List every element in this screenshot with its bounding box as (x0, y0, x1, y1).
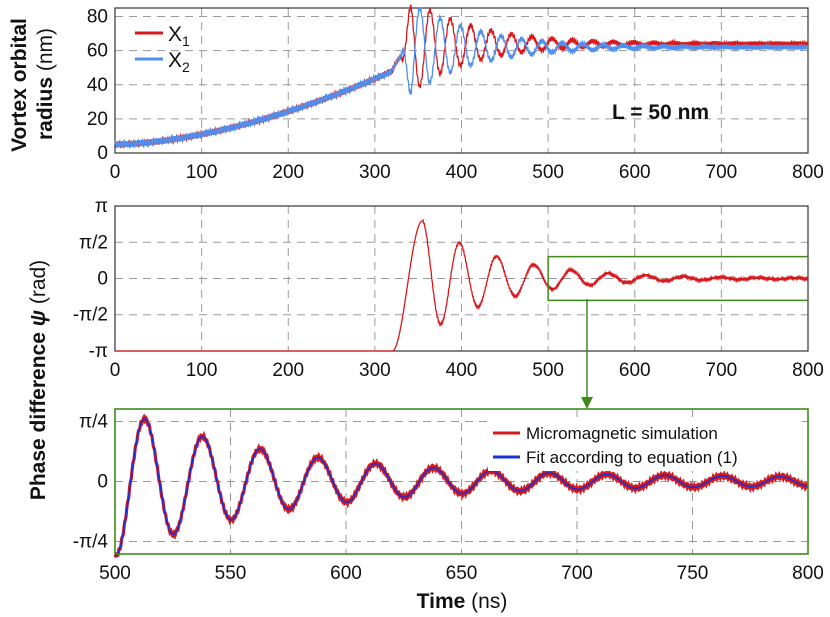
y-tick-label: π/4 (79, 412, 108, 433)
x-tick-label: 750 (677, 563, 709, 584)
x-tick-label: 700 (706, 360, 738, 381)
y-tick-label: 0 (97, 472, 108, 493)
legend-label-x1: X1 (168, 23, 190, 49)
p3-series-fit (114, 417, 809, 557)
p3-frame (114, 408, 809, 555)
x-tick-label: 200 (272, 360, 304, 381)
p3-y-tick-labels: π/4 0 -π/4 (73, 412, 109, 553)
x-tick-label: 100 (186, 360, 218, 381)
panel-zoom: 500 550 600 650 700 750 800 π/4 0 -π/4 Micromagn… (73, 408, 824, 613)
p2-y-tick-labels: π π/2 0 -π/2 -π (73, 196, 108, 362)
panel-phase-difference: 0 100 200 300 400 500 600 700 800 π π/2 0 -π/2 -π Ph… (27, 196, 824, 500)
x-tick-label: 300 (359, 360, 391, 381)
x-tick-label: 700 (561, 563, 593, 584)
y-tick-label: 20 (87, 109, 108, 130)
x-tick-label: 650 (446, 563, 478, 584)
p1-ylabel-line2: radius (nm) (34, 28, 57, 140)
zoom-box (547, 255, 808, 302)
x-tick-label: 800 (792, 162, 824, 183)
p3-x-tick-labels: 500 550 600 650 700 750 800 (99, 563, 824, 584)
panel-orbital-radius: 0 100 200 300 400 500 600 700 800 0 20 40 60 80 X1 X… (8, 4, 824, 183)
p1-series-x2 (114, 6, 809, 150)
p1-grid (115, 8, 808, 153)
x-tick-label: 600 (619, 162, 651, 183)
p1-y-tick-labels: 0 20 40 60 80 (87, 7, 108, 164)
y-tick-label: 40 (87, 75, 108, 96)
y-tick-label: -π/2 (73, 305, 108, 326)
y-tick-label: 60 (87, 41, 108, 62)
p1-frame (114, 7, 809, 154)
p3-xlabel: Time (ns) (417, 590, 508, 613)
x-tick-label: 800 (792, 563, 824, 584)
x-tick-label: 400 (446, 162, 478, 183)
y-tick-label: 0 (97, 269, 108, 290)
x-tick-label: 400 (446, 360, 478, 381)
y-tick-label: 0 (97, 143, 108, 164)
x-tick-label: 100 (186, 162, 218, 183)
x-tick-label: 600 (330, 563, 362, 584)
x-tick-label: 550 (215, 563, 247, 584)
zoom-connector-arrow (581, 299, 593, 409)
y-tick-label: -π/4 (73, 531, 109, 552)
legend-label-fit: Fit according to equation (1) (526, 448, 738, 467)
p2-x-tick-labels: 0 100 200 300 400 500 600 700 800 (110, 360, 824, 381)
x-tick-label: 200 (272, 162, 304, 183)
p2-ylabel: Phase difference ψ (rad) (27, 260, 50, 500)
legend-label-simulation: Micromagnetic simulation (526, 424, 718, 443)
x-tick-label: 700 (706, 162, 738, 183)
length-annotation: L = 50 nm (612, 101, 709, 124)
x-tick-label: 500 (99, 563, 131, 584)
x-tick-label: 500 (532, 360, 564, 381)
x-tick-label: 800 (792, 360, 824, 381)
y-tick-label: -π (89, 341, 108, 362)
x-tick-label: 0 (110, 360, 121, 381)
x-tick-label: 0 (110, 162, 121, 183)
y-tick-label: 80 (87, 7, 108, 28)
p2-series-psi (115, 218, 809, 352)
legend-label-x2: X2 (168, 49, 190, 75)
p3-legend-bg (488, 421, 802, 471)
x-tick-label: 500 (532, 162, 564, 183)
y-tick-label: π (95, 196, 108, 217)
x-tick-label: 600 (619, 360, 651, 381)
p1-ylabel-line1: Vortex orbital (8, 18, 31, 152)
p1-x-tick-labels: 0 100 200 300 400 500 600 700 800 (110, 162, 824, 183)
x-tick-label: 300 (359, 162, 391, 183)
y-tick-label: π/2 (79, 232, 108, 253)
